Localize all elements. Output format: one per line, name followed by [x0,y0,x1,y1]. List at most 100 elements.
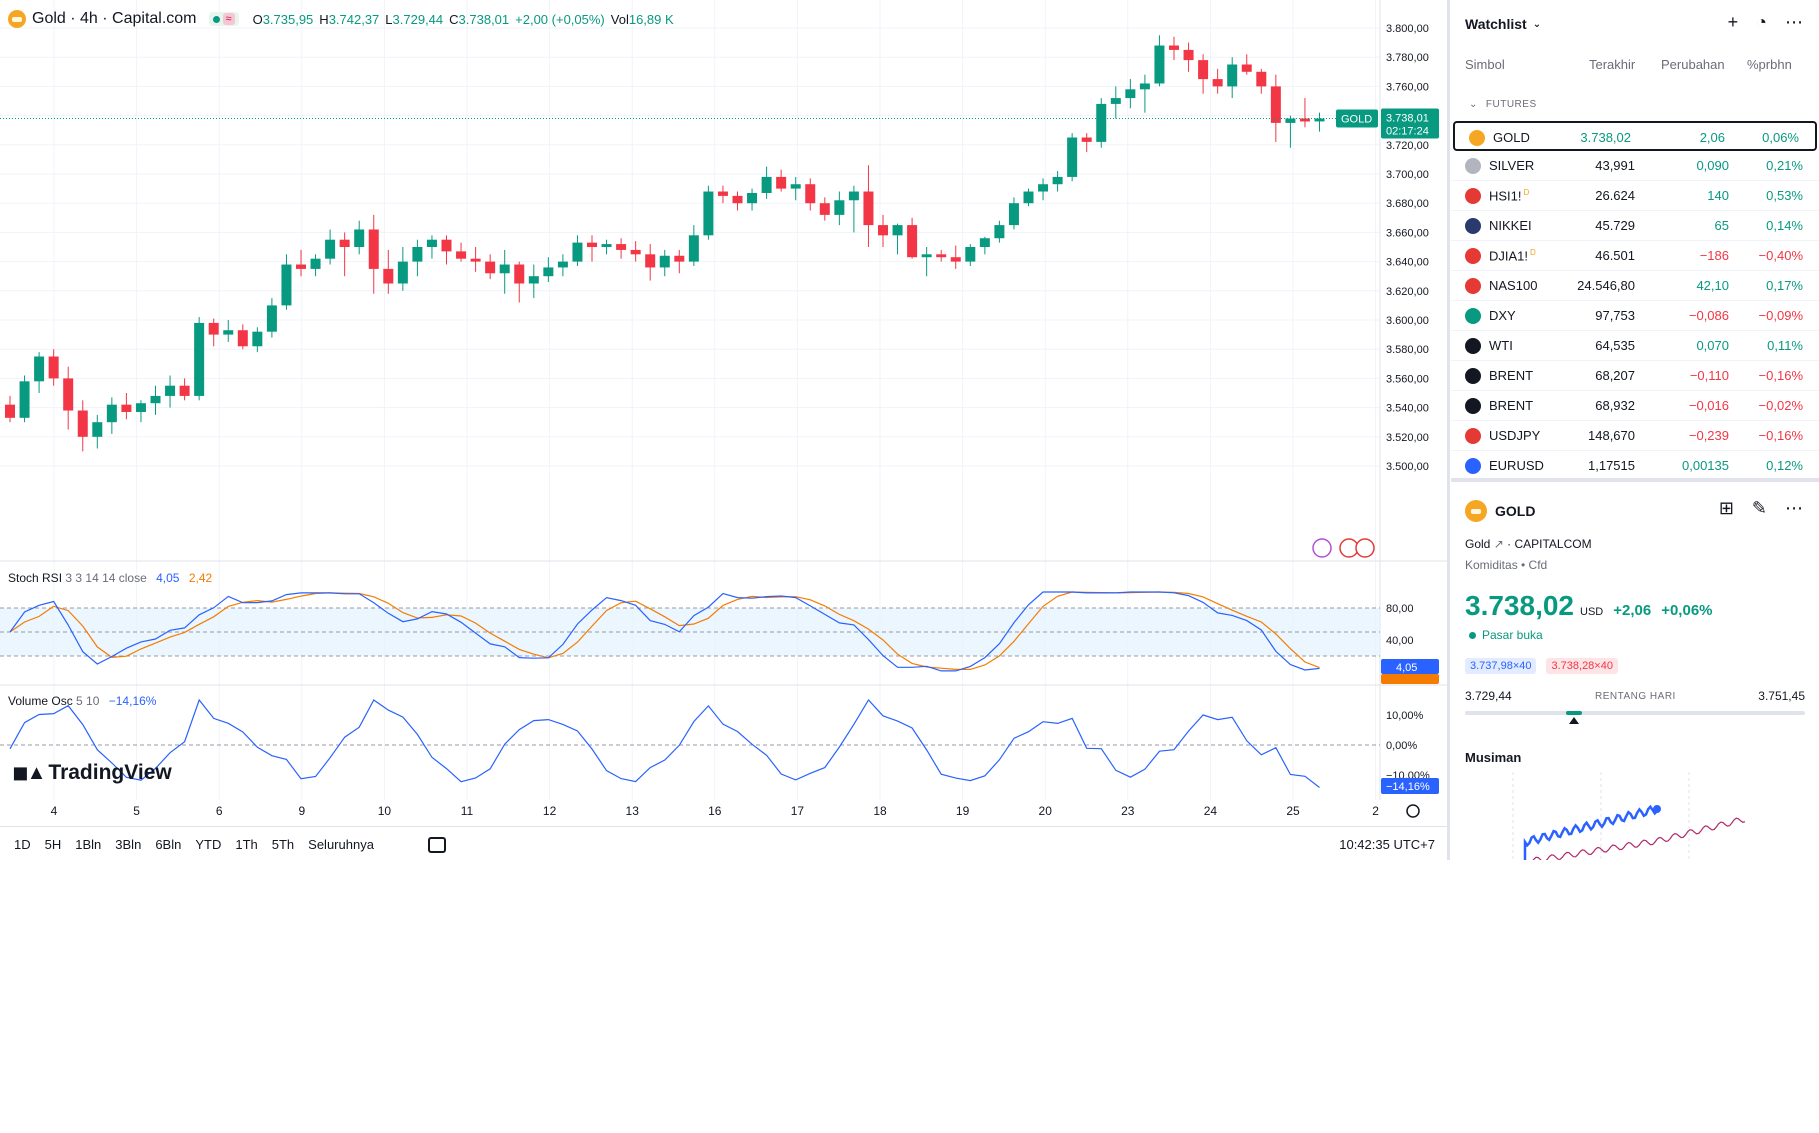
vol-osc-tag-label: −14,16% [1386,781,1430,793]
col-last[interactable]: Terakhir [1589,57,1636,72]
watchlist-title: Watchlist [1465,16,1527,32]
time-tick-label: 5 [133,804,140,818]
watchlist-row-brent[interactable]: BRENT 68,207 −0,110 −0,16% [1451,361,1819,391]
watchlist-row-brent[interactable]: BRENT 68,932 −0,016 −0,02% [1451,391,1819,421]
watchlist-last: 24.546,80 [1577,278,1635,293]
watchlist-pct: −0,02% [1758,398,1803,413]
tf-3m[interactable]: 3Bln [115,837,142,852]
chart-area[interactable]: 3.800,003.780,003.760,003.740,003.720,00… [0,0,1447,860]
market-status-badge[interactable]: ≈ [208,12,239,26]
watchlist-pct: 0,12% [1766,458,1803,473]
watchlist-row-hsi1[interactable]: HSI1! D 26.624 140 0,53% [1451,181,1819,211]
watchlist-row-wti[interactable]: WTI 64,535 0,070 0,11% [1451,331,1819,361]
watchlist-last: 148,670 [1588,428,1635,443]
watchlist-row-usdjpy[interactable]: USDJPY 148,670 −0,239 −0,16% [1451,421,1819,451]
stoch-rsi-label[interactable]: Stoch RSI 3 3 14 14 close 4,05 2,42 [8,571,212,585]
ohlc-value: 16,89 K [628,11,674,27]
detail-change: +2,06 [1613,602,1652,619]
oil-drop-icon [1465,368,1481,384]
candle-body [266,305,277,332]
candle-body [135,403,146,412]
candle-body [150,395,161,404]
candle-body [237,330,248,347]
more-icon[interactable]: ⋯ [1785,498,1803,518]
volume-osc-name: Volume Osc [8,694,73,708]
more-icon[interactable]: ⋯ [1785,12,1803,32]
watchlist-symbol-label: EURUSD [1489,458,1544,473]
tf-1m[interactable]: 1Bln [75,837,102,852]
watchlist-last: 97,753 [1595,308,1635,323]
external-link-icon[interactable]: ↗ [1493,537,1508,551]
candle-body [717,191,728,196]
chart-title[interactable]: Gold · 4h · Capital.com [32,10,197,27]
watchlist-change: 140 [1707,188,1729,203]
col-change[interactable]: Perubahan [1661,57,1725,72]
candle-body [397,261,408,284]
seasonals-title[interactable]: Musiman [1465,750,1522,765]
candle-body [776,176,787,189]
settings-gear-icon [1406,804,1420,818]
candle-body [1110,98,1121,104]
watchlist-section-futures[interactable]: ⌄ FUTURES [1469,99,1537,110]
col-symbol[interactable]: Simbol [1465,57,1505,72]
seasonals-chart[interactable] [1465,772,1805,860]
price-tick-label: 3.560,00 [1386,373,1429,385]
candle-body [368,229,379,269]
detail-symbol-label: GOLD [1495,503,1536,519]
price-tick-label: 3.720,00 [1386,140,1429,152]
candle-body [790,184,801,189]
detail-actions: ⊞ ✎ ⋯ [1719,498,1803,519]
tf-1y[interactable]: 1Th [235,837,258,852]
watchlist-row-silver[interactable]: SILVER 43,991 0,090 0,21% [1451,151,1819,181]
watchlist-row-djia1[interactable]: DJIA1! D 46.501 −186 −0,40% [1451,241,1819,271]
col-pct[interactable]: %prbhn [1747,57,1792,72]
watchlist-row-nikkei[interactable]: NIKKEI 45.729 65 0,14% [1451,211,1819,241]
lightning-event-icon [1312,538,1332,558]
ohlc-value: 3.729,44 [392,11,444,27]
candle-body [339,239,350,247]
tf-1d[interactable]: 1D [14,837,31,852]
section-label: FUTURES [1485,99,1537,110]
panel-divider[interactable] [1447,0,1450,860]
watchlist-row-eurusd[interactable]: EURUSD 1,17515 0,00135 0,12% [1451,451,1819,481]
time-tick-label: 19 [956,804,970,818]
price-chart[interactable]: 3.800,003.780,003.760,003.740,003.720,00… [0,0,1447,860]
candle-body [994,225,1005,239]
watchlist-pct: −0,16% [1758,428,1803,443]
seasonals-current-year-line [1523,804,1658,860]
current-price-tag [1381,108,1439,139]
tf-all[interactable]: Seluruhnya [308,837,374,852]
edit-icon[interactable]: ✎ [1751,498,1767,518]
watchlist-row-gold[interactable]: GOLD 3.738,02 2,06 0,06% [1453,121,1817,151]
time-tick-label: 17 [791,804,805,818]
candle-body [1038,184,1049,192]
watchlist-symbol-label: WTI [1489,338,1513,353]
watchlist-header[interactable]: Watchlist ⌄ [1465,16,1541,32]
add-symbol-icon[interactable]: + [1727,12,1739,32]
grid-icon[interactable]: ⊞ [1718,498,1734,518]
tf-5h[interactable]: 5H [44,837,62,852]
tradingview-logo[interactable]: ◼▲ TradingView [12,760,172,785]
tf-ytd[interactable]: YTD [195,837,222,852]
watchlist-last: 1,17515 [1588,458,1635,473]
candle-body [1299,118,1310,122]
volume-osc-label[interactable]: Volume Osc 5 10 −14,16% [8,694,156,708]
hsi-icon [1465,188,1481,204]
candle-body [688,235,699,262]
ohlc-value: +2,00 (+0,05%) [515,11,605,27]
us-flag-icon [1465,248,1481,264]
watchlist-symbol: USDJPY [1489,428,1540,443]
watchlist-row-nas100[interactable]: NAS100 24.546,80 42,10 0,17% [1451,271,1819,301]
watchlist-row-dxy[interactable]: DXY 97,753 −0,086 −0,09% [1451,301,1819,331]
candle-body [281,264,292,306]
clock-display[interactable]: 10:42:35 UTC+7 [1339,837,1435,852]
tf-5y[interactable]: 5Th [271,837,295,852]
tf-6m[interactable]: 6Bln [155,837,182,852]
advanced-view-icon[interactable]: ◔ [1756,12,1767,32]
ohlc-key: C [449,11,459,27]
detail-symbol[interactable]: GOLD [1465,500,1535,522]
ohlc-value: 3.738,01 [458,11,510,27]
calendar-icon[interactable] [427,836,446,853]
time-tick-label: 16 [708,804,722,818]
detail-exchange[interactable]: CAPITALCOM [1514,537,1592,551]
